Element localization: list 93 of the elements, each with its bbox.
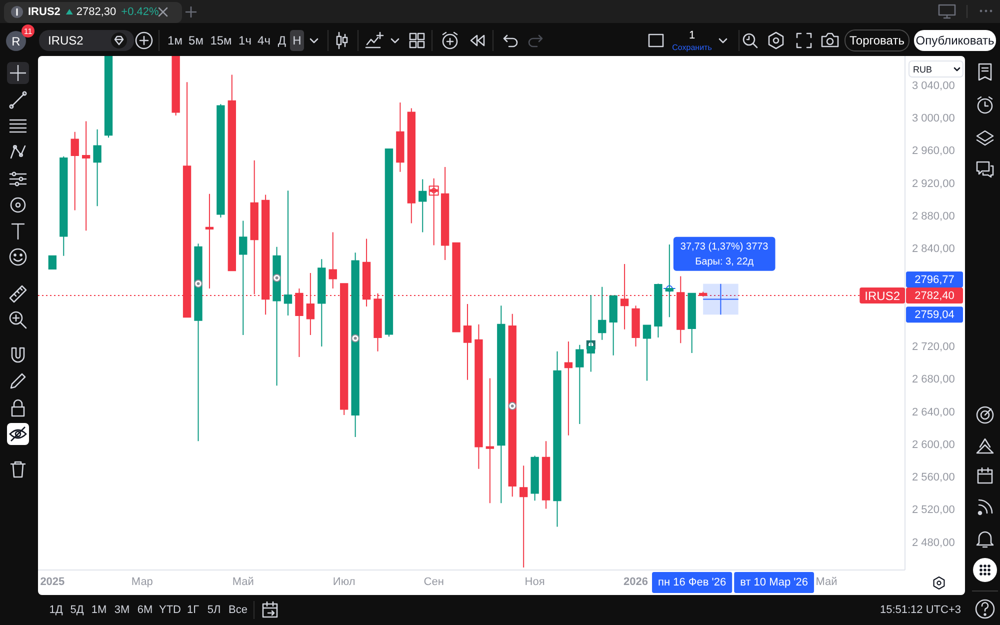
- candlestick: [418, 178, 427, 233]
- x-tick-label: Июл: [332, 576, 356, 588]
- candlestick: [688, 292, 696, 354]
- text: Опубликовать: [916, 34, 994, 48]
- text: 2796,77: [914, 274, 954, 286]
- text: Н: [292, 34, 302, 48]
- text: 1м: [168, 34, 182, 48]
- y-tick-label: 2 480,00: [912, 536, 955, 549]
- text: 2782,30: [76, 6, 116, 18]
- candlestick: [318, 258, 326, 347]
- y-tick-label: 2 680,00: [912, 374, 955, 386]
- candlestick: [553, 350, 562, 528]
- chart-title: IRUS2: [28, 6, 60, 18]
- y-tick-label: 3 040,00: [912, 80, 955, 92]
- text: 3М: [114, 604, 130, 616]
- candlestick: [474, 324, 483, 470]
- candlestick: [60, 156, 68, 256]
- text: 15:51:12 UTC+3: [880, 604, 961, 616]
- candlestick: [407, 108, 416, 224]
- text: 1Г: [186, 604, 200, 616]
- text: вт 10 Мар '26: [740, 576, 808, 588]
- text: YTD: [159, 604, 182, 616]
- candlestick: [530, 455, 539, 502]
- y-tick-label: 2 720,00: [912, 340, 955, 353]
- text: RUB: [913, 64, 932, 74]
- candlestick: [519, 465, 528, 568]
- y-tick-label: 2 840,00: [912, 243, 955, 256]
- annotation: Бары: 3, 22д: [695, 256, 754, 268]
- candlestick: [654, 283, 662, 338]
- text: 1Д: [49, 604, 64, 616]
- text: 15м: [210, 34, 232, 48]
- x-tick-label: 2026: [624, 576, 648, 588]
- text: 4ч: [258, 34, 270, 48]
- candlestick: [384, 148, 394, 338]
- candlestick: [642, 324, 652, 382]
- candlestick: [93, 128, 102, 207]
- candlestick: [205, 193, 214, 290]
- candlestick: [172, 56, 180, 116]
- candlestick: [82, 120, 90, 232]
- candlestick: [70, 131, 79, 211]
- x-tick-label: 2025: [40, 576, 65, 588]
- text: +0.42%: [121, 6, 160, 18]
- text: 5Л: [207, 604, 221, 616]
- candlestick: [486, 378, 494, 504]
- candlestick: [328, 232, 337, 290]
- x-tick-label: Сен: [424, 576, 444, 588]
- y-tick-label: 2 640,00: [912, 406, 955, 418]
- candlestick: [576, 344, 584, 424]
- annotation: IRUS2: [864, 289, 900, 304]
- text: 5Д: [70, 604, 84, 616]
- candlestick: [564, 341, 573, 436]
- candlestick: [542, 440, 550, 510]
- text: Торговать: [850, 34, 904, 48]
- text: Д: [278, 34, 286, 48]
- candlestick: [216, 104, 225, 218]
- candlestick: [104, 56, 113, 138]
- y-tick-label: 3 000,00: [912, 112, 955, 125]
- candlestick: [440, 166, 450, 260]
- text: 1ч: [238, 34, 252, 48]
- candlestick: [284, 190, 292, 316]
- candlestick: [463, 304, 472, 380]
- x-tick-label: Ноя: [524, 576, 545, 588]
- candlestick: [430, 178, 438, 246]
- y-tick-label: 2 600,00: [912, 438, 955, 451]
- y-tick-label: 2 560,00: [912, 472, 955, 484]
- candlestick: [497, 305, 506, 504]
- text: 1: [688, 30, 696, 42]
- y-tick-label: 2 960,00: [912, 145, 955, 158]
- candlestick: [632, 305, 640, 347]
- x-tick-label: Май: [232, 576, 254, 588]
- candlestick: [396, 102, 404, 172]
- x-tick-label: Май: [816, 576, 838, 588]
- text: 1М: [91, 604, 107, 616]
- text: Все: [228, 604, 248, 616]
- text: 2759,04: [914, 309, 954, 322]
- text: 5м: [188, 34, 204, 48]
- x-tick-label: Мар: [131, 576, 153, 588]
- annotation: 37,73 (1,37%) 3773: [680, 241, 769, 252]
- candlestick: [48, 255, 57, 270]
- text: IRUS2: [48, 34, 84, 48]
- ref-line-label: 2782,40: [914, 290, 954, 302]
- y-tick-label: 2 880,00: [912, 210, 955, 222]
- text: 6М: [137, 604, 153, 616]
- candlestick: [228, 74, 236, 272]
- text: R: [12, 34, 21, 48]
- y-tick-label: 2 520,00: [912, 504, 955, 516]
- text: Сохранить: [672, 43, 712, 52]
- text: пн 16 Фев '26: [658, 576, 726, 588]
- y-tick-label: 2 920,00: [912, 178, 955, 190]
- candlestick: [598, 286, 606, 340]
- candlestick: [239, 220, 248, 336]
- text: 11: [24, 27, 33, 36]
- candlestick: [609, 295, 618, 356]
